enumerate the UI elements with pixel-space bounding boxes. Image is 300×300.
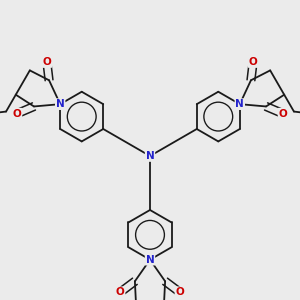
Text: O: O <box>43 57 51 67</box>
Text: N: N <box>146 151 154 161</box>
Text: O: O <box>13 109 21 119</box>
Text: N: N <box>56 99 64 109</box>
Text: N: N <box>236 99 244 109</box>
Text: O: O <box>249 57 257 67</box>
Text: O: O <box>279 109 287 119</box>
Text: O: O <box>176 287 184 297</box>
Text: O: O <box>116 287 124 297</box>
Text: N: N <box>146 255 154 265</box>
